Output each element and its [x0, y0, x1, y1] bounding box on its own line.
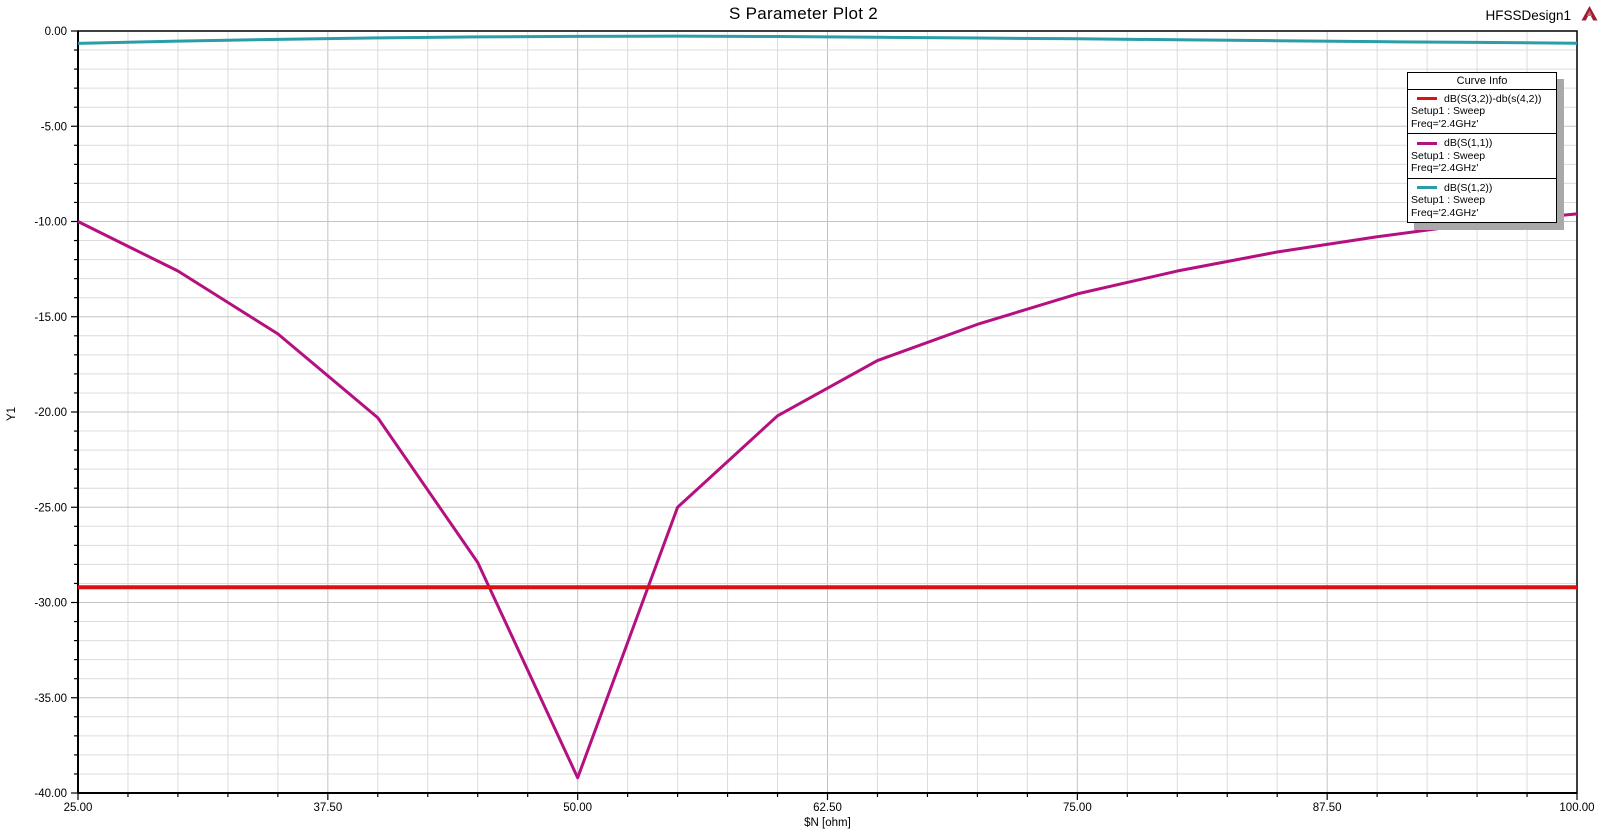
design-label: HFSSDesign1 — [1485, 8, 1571, 23]
y-tick-label: -5.00 — [41, 121, 67, 133]
legend-setup-text: Setup1 : Sweep — [1411, 105, 1486, 117]
x-tick-label: 75.00 — [1063, 802, 1092, 814]
legend-setup-text: Setup1 : Sweep — [1411, 149, 1486, 162]
legend-freq-text: Freq='2.4GHz' — [1411, 117, 1479, 130]
ansoft-triangle-logo-icon — [1581, 6, 1598, 21]
y-tick-label: -10.00 — [34, 217, 67, 229]
y-tick-label: -40.00 — [34, 788, 67, 800]
legend-entries: dB(S(3,2))-db(s(4,2)) Setup1 : Sweep Freq=… — [1408, 90, 1556, 223]
legend-freq-text: Freq='2.4GHz' — [1411, 206, 1479, 219]
page-title: S Parameter Plot 2 — [728, 4, 879, 23]
y-tick-label: -15.00 — [34, 312, 67, 324]
curve-info-legend[interactable]: Curve Info dB(S(3,2))-db(s(4,2)) Setup1 :… — [1407, 72, 1557, 223]
y-tick-label: -30.00 — [34, 598, 67, 610]
legend-entry-row: dB(S(3,2))-db(s(4,2)) — [1411, 93, 1554, 106]
legend-entry-row: dB(S(1,2)) — [1411, 182, 1554, 195]
legend-entry-row: dB(S(1,1)) — [1411, 137, 1554, 150]
y-tick-label: 0.00 — [45, 26, 67, 38]
curve-dB(S(1,1))[interactable] — [77, 212, 1578, 780]
x-tick-label: 25.00 — [64, 802, 93, 814]
x-tick-label: 62.50 — [813, 802, 842, 814]
x-tick-label: 87.50 — [1313, 802, 1342, 814]
legend-entry[interactable]: dB(S(3,2))-db(s(4,2)) Setup1 : Sweep Freq=… — [1408, 90, 1556, 134]
legend-curve-label: dB(S(1,1)) — [1444, 137, 1493, 149]
legend-entry[interactable]: dB(S(1,2)) Setup1 : Sweep Freq='2.4GHz' — [1408, 177, 1556, 223]
x-tick-label: 37.50 — [313, 802, 342, 814]
x-tick-label: 100.00 — [1559, 802, 1594, 814]
legend-freq-text: Freq='2.4GHz' — [1411, 162, 1479, 174]
legend-curve-swatch-line — [1417, 141, 1437, 145]
x-axis-title: $N [ohm] — [804, 817, 851, 829]
legend-curve-swatch-line — [1417, 97, 1437, 101]
curve-dB(S(1,2))[interactable] — [77, 34, 1578, 45]
x-tick-label: 50.00 — [563, 802, 592, 814]
y-tick-label: -35.00 — [34, 693, 67, 705]
legend-title: Curve Info — [1408, 73, 1556, 90]
legend-curve-label: dB(S(1,2)) — [1444, 181, 1493, 194]
y-axis-title: Y1 — [6, 406, 18, 421]
legend-curve-label: dB(S(3,2))-db(s(4,2)) — [1444, 92, 1542, 105]
legend-curve-swatch-line — [1417, 186, 1437, 190]
y-tick-label: -20.00 — [34, 407, 67, 419]
legend-entry[interactable]: dB(S(1,1)) Setup1 : Sweep Freq='2.4GHz' — [1408, 133, 1556, 178]
legend-setup-text: Setup1 : Sweep — [1411, 194, 1486, 206]
y-tick-label: -25.00 — [34, 502, 67, 514]
